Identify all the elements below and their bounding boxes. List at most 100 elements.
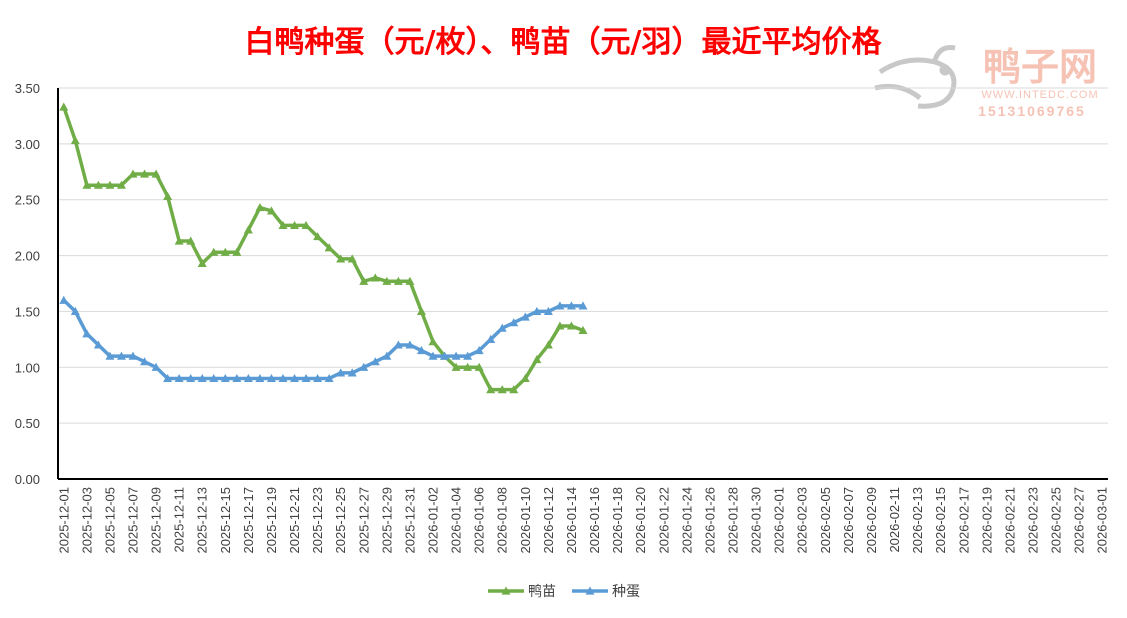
legend-item: 鸭苗: [488, 584, 556, 600]
data-point: [220, 373, 230, 383]
data-point: [266, 206, 276, 215]
data-point: [382, 351, 392, 360]
data-point: [128, 169, 138, 178]
data-point: [416, 306, 426, 316]
x-tick-label: 2026-02-19: [979, 487, 994, 554]
data-point: [463, 351, 473, 360]
axes: [57, 88, 1108, 480]
data-point: [532, 354, 542, 364]
x-tick-label: 2025-12-05: [102, 487, 117, 554]
data-point: [324, 373, 334, 383]
x-tick-label: 2026-01-12: [541, 487, 556, 554]
data-point: [163, 191, 173, 200]
x-tick-label: 2026-02-25: [1049, 487, 1064, 554]
data-point: [174, 236, 184, 245]
data-point: [93, 180, 103, 189]
data-point: [532, 306, 542, 316]
x-tick-label: 2026-02-07: [841, 487, 856, 554]
x-tick-label: 2025-12-11: [172, 487, 187, 553]
data-point: [163, 373, 173, 383]
x-tick-label: 2026-01-16: [587, 487, 602, 554]
data-point: [290, 220, 300, 230]
watermark-site: WWW.INTEDC.COM: [981, 89, 1098, 101]
data-point: [232, 247, 242, 256]
data-point: [428, 351, 438, 360]
data-point: [278, 220, 288, 230]
data-point: [59, 102, 69, 111]
data-point: [336, 254, 346, 263]
data-point: [347, 254, 357, 263]
x-tick-label: 2026-02-09: [864, 487, 879, 554]
y-tick-label: 0.00: [15, 472, 40, 487]
x-tick-label: 2026-01-24: [679, 487, 694, 554]
data-point: [70, 136, 80, 145]
x-tick-label: 2026-03-01: [1095, 487, 1110, 554]
data-point: [393, 276, 403, 285]
data-point: [278, 373, 288, 383]
data-point: [347, 368, 357, 377]
x-tick-label: 2026-01-28: [726, 487, 741, 554]
chart-title: 白鸭种蛋（元/枚）、鸭苗（元/羽）最近平均价格: [245, 25, 883, 60]
data-point: [82, 180, 92, 189]
data-point: [451, 351, 461, 360]
x-tick-label: 2025-12-03: [79, 487, 94, 554]
data-point: [416, 346, 426, 355]
data-point: [209, 373, 219, 383]
data-point: [555, 301, 565, 310]
data-point: [313, 373, 323, 383]
data-point: [405, 276, 415, 285]
data-point: [440, 351, 450, 360]
data-point: [370, 357, 380, 366]
y-tick-label: 2.50: [15, 193, 40, 208]
data-point: [370, 273, 380, 282]
x-tick-label: 2026-01-04: [449, 487, 464, 554]
legend-marker: [585, 586, 595, 595]
data-point: [174, 373, 184, 383]
x-tick-label: 2026-02-01: [772, 487, 787, 554]
data-point: [209, 247, 219, 256]
y-tick-label: 2.00: [15, 249, 40, 264]
y-tick-label: 1.50: [15, 304, 40, 319]
data-point: [578, 301, 588, 310]
duck-logo-icon: [874, 45, 957, 109]
y-axis-ticks: 0.00 0.50 1.00 1.50 2.00 2.50 3.00 3.50: [15, 81, 40, 487]
data-point: [128, 351, 138, 360]
watermark: 鸭子网 WWW.INTEDC.COM 15131069765: [874, 45, 1098, 119]
data-point: [566, 321, 576, 330]
data-point: [555, 321, 565, 330]
watermark-brand: 鸭子网: [983, 45, 1097, 89]
x-tick-label: 2025-12-13: [195, 487, 210, 554]
data-point: [497, 385, 507, 394]
data-point: [359, 362, 369, 371]
data-point: [151, 169, 161, 178]
x-tick-label: 2025-12-27: [356, 487, 371, 554]
data-point: [255, 373, 265, 383]
x-tick-label: 2026-01-22: [656, 487, 671, 554]
x-tick-label: 2025-12-19: [264, 487, 279, 554]
x-tick-label: 2025-12-31: [402, 487, 417, 554]
data-point: [486, 334, 496, 343]
watermark-phone: 15131069765: [978, 103, 1086, 119]
data-point: [151, 362, 161, 371]
data-point: [543, 306, 553, 316]
x-tick-label: 2025-12-01: [56, 487, 71, 554]
data-point: [243, 373, 253, 383]
series-group: [59, 102, 588, 394]
series-duckling: [59, 102, 588, 394]
x-axis-ticks: 2025-12-01 2025-12-03 2025-12-05 2025-12-07…: [56, 487, 1109, 554]
data-point: [82, 329, 92, 338]
data-point: [393, 340, 403, 349]
x-tick-label: 2025-12-23: [310, 487, 325, 554]
data-point: [197, 373, 207, 383]
x-tick-label: 2026-02-23: [1026, 487, 1041, 554]
x-tick-label: 2026-02-13: [910, 487, 925, 554]
data-point: [301, 373, 311, 383]
data-point: [451, 362, 461, 371]
x-tick-label: 2025-12-21: [287, 487, 302, 554]
x-tick-label: 2026-01-30: [749, 487, 764, 554]
data-point: [509, 385, 519, 394]
x-tick-label: 2026-02-15: [933, 487, 948, 554]
series-line: [62, 106, 584, 392]
data-point: [474, 362, 484, 371]
data-point: [140, 357, 150, 366]
